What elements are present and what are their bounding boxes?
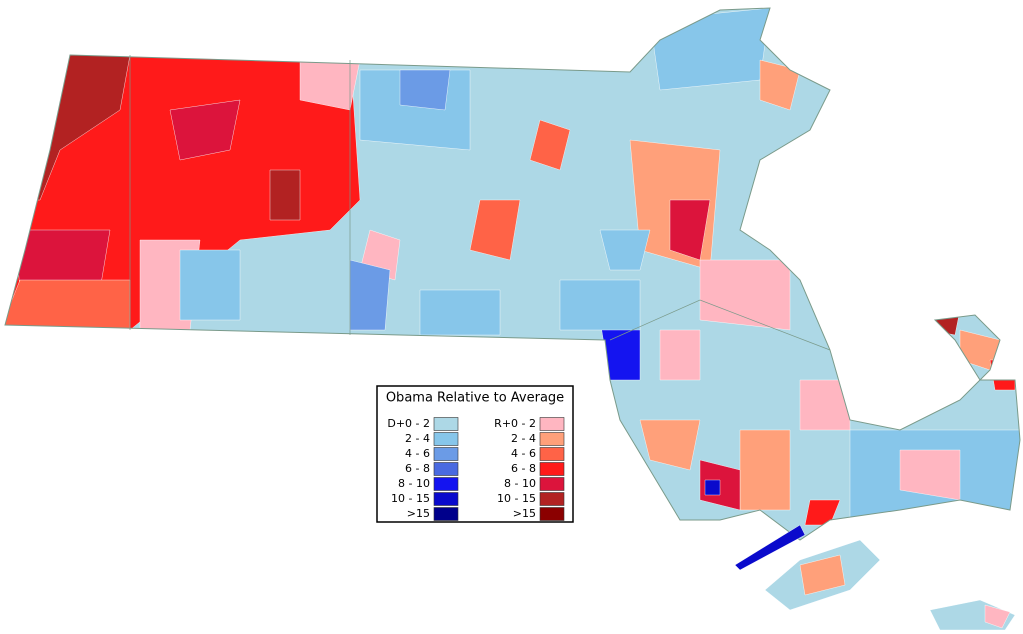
legend-label: 8 - 10	[398, 477, 430, 490]
legend-label: 2 - 4	[405, 432, 430, 445]
legend-swatch	[433, 507, 459, 521]
legend-label: 6 - 8	[511, 462, 536, 475]
legend-label: 10 - 15	[391, 492, 430, 505]
legend-swatch	[433, 432, 459, 446]
region	[699, 259, 791, 331]
legend-swatch	[539, 477, 565, 491]
legend-label: R+0 - 2	[494, 417, 536, 430]
legend-label: 8 - 10	[504, 477, 536, 490]
region	[559, 279, 641, 331]
legend-title: Obama Relative to Average	[386, 391, 564, 406]
region	[399, 69, 451, 111]
region	[739, 429, 791, 511]
state-outline	[4, 7, 1021, 541]
legend-swatch	[433, 462, 459, 476]
legend-label: 10 - 15	[497, 492, 536, 505]
region	[659, 329, 701, 381]
legend-label: >15	[513, 507, 536, 520]
legend-swatch	[539, 417, 565, 431]
region	[269, 169, 301, 221]
region	[639, 419, 701, 471]
region	[599, 229, 651, 271]
legend-label: 2 - 4	[511, 432, 536, 445]
legend-swatch	[539, 492, 565, 506]
region	[349, 259, 391, 331]
region	[734, 524, 806, 571]
legend-swatch	[433, 417, 459, 431]
region	[804, 499, 841, 526]
county-line	[609, 299, 831, 351]
region	[469, 199, 521, 261]
islands	[734, 524, 1016, 631]
region	[419, 289, 501, 336]
region	[704, 479, 721, 496]
legend-swatch	[539, 447, 565, 461]
legend-label: >15	[407, 507, 430, 520]
legend-label: D+0 - 2	[387, 417, 430, 430]
region	[799, 554, 846, 596]
legend: Obama Relative to Average D+0 - 2 2 - 4 4 …	[376, 385, 574, 523]
region	[984, 604, 1011, 629]
region	[919, 309, 961, 336]
legend-swatch	[539, 507, 565, 521]
region	[649, 8, 771, 91]
legend-swatch	[539, 432, 565, 446]
legend-swatch	[433, 447, 459, 461]
legend-swatch	[433, 492, 459, 506]
legend-swatch	[539, 462, 565, 476]
legend-label: 4 - 6	[405, 447, 430, 460]
legend-swatch	[433, 477, 459, 491]
region	[169, 99, 241, 161]
region	[5, 279, 131, 331]
legend-label: 4 - 6	[511, 447, 536, 460]
region	[799, 379, 851, 431]
region	[529, 119, 571, 171]
legend-label: 6 - 8	[405, 462, 430, 475]
region	[179, 249, 241, 321]
